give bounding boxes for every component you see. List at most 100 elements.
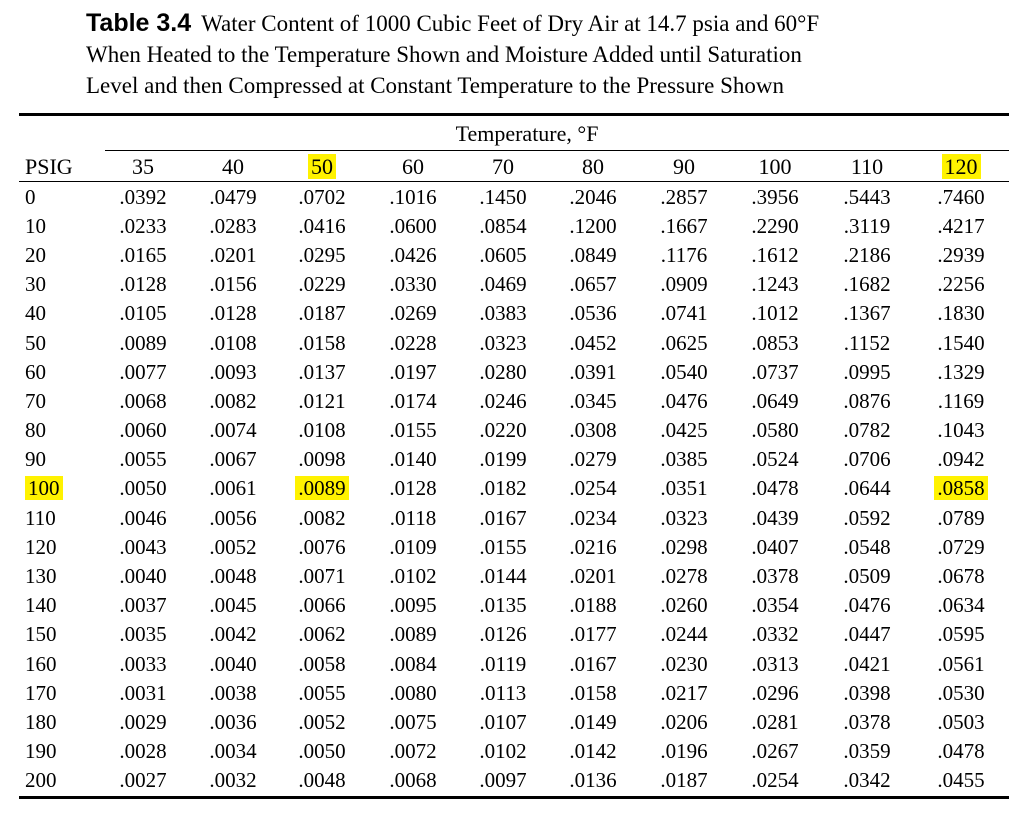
water-content-value: .0332 bbox=[751, 622, 799, 647]
water-content-value: .2857 bbox=[660, 184, 708, 209]
value-cell: .2046 bbox=[547, 182, 639, 212]
water-content-value: .0029 bbox=[119, 709, 167, 734]
water-content-value: .0042 bbox=[209, 622, 257, 647]
value-cell: .0548 bbox=[821, 532, 913, 561]
psig-value: 150 bbox=[25, 622, 57, 647]
value-cell: .0269 bbox=[367, 299, 459, 328]
water-content-value: .0342 bbox=[843, 768, 891, 793]
value-cell: .0254 bbox=[729, 766, 821, 795]
value-cell: .5443 bbox=[821, 182, 913, 212]
value-cell: .0447 bbox=[821, 620, 913, 649]
value-cell: .0196 bbox=[639, 737, 729, 766]
value-cell: .0102 bbox=[459, 737, 547, 766]
value-cell: .0040 bbox=[97, 561, 189, 590]
value-cell: .0118 bbox=[367, 503, 459, 532]
value-cell: .0046 bbox=[97, 503, 189, 532]
value-cell: .0853 bbox=[729, 328, 821, 357]
value-cell: .0136 bbox=[547, 766, 639, 795]
water-content-value: .0089 bbox=[389, 622, 437, 647]
value-cell: .0097 bbox=[459, 766, 547, 795]
column-header-label: 100 bbox=[758, 154, 792, 179]
value-cell: .0108 bbox=[189, 328, 277, 357]
water-content-value: .0074 bbox=[209, 418, 257, 443]
value-cell: .0140 bbox=[367, 445, 459, 474]
water-content-value: .0220 bbox=[479, 418, 527, 443]
value-cell: .0045 bbox=[189, 591, 277, 620]
value-cell: .0229 bbox=[277, 270, 367, 299]
value-cell: .1169 bbox=[913, 386, 1009, 415]
value-cell: .0126 bbox=[459, 620, 547, 649]
value-cell: .0469 bbox=[459, 270, 547, 299]
column-header-label: 60 bbox=[402, 154, 424, 179]
water-content-value: .0068 bbox=[119, 388, 167, 413]
value-cell: .1176 bbox=[639, 240, 729, 269]
water-content-value: .0040 bbox=[119, 564, 167, 589]
value-cell: .0052 bbox=[189, 532, 277, 561]
water-content-value: .0391 bbox=[569, 359, 617, 384]
value-cell: .0082 bbox=[277, 503, 367, 532]
value-cell: .0066 bbox=[277, 591, 367, 620]
water-content-value: .0540 bbox=[660, 359, 708, 384]
value-cell: .0308 bbox=[547, 416, 639, 445]
value-cell: .0600 bbox=[367, 211, 459, 240]
value-cell: .0605 bbox=[459, 240, 547, 269]
psig-value: 200 bbox=[25, 768, 57, 793]
value-cell: .0254 bbox=[547, 474, 639, 503]
water-content-value: .0031 bbox=[119, 680, 167, 705]
water-content-value: .0267 bbox=[751, 739, 799, 764]
psig-value: 160 bbox=[25, 651, 57, 676]
water-content-value: .0295 bbox=[298, 242, 346, 267]
water-content-value: .0034 bbox=[209, 739, 257, 764]
water-content-value: .0625 bbox=[660, 330, 708, 355]
value-cell: .0625 bbox=[639, 328, 729, 357]
table-row: 110 .0046 .0056 .0082 .0118 .0167 .0234 .0323 .0… bbox=[19, 503, 1009, 532]
water-content-value: .0093 bbox=[209, 359, 257, 384]
value-cell: .1016 bbox=[367, 182, 459, 212]
psig-value: 110 bbox=[25, 505, 56, 530]
water-content-value: .0421 bbox=[843, 651, 891, 676]
water-content-value: .0849 bbox=[569, 242, 617, 267]
value-cell: .2939 bbox=[913, 240, 1009, 269]
psig-value: 60 bbox=[25, 359, 46, 384]
water-content-value: .0476 bbox=[660, 388, 708, 413]
value-cell: .0782 bbox=[821, 416, 913, 445]
value-cell: .1152 bbox=[821, 328, 913, 357]
column-header-psig: PSIG bbox=[19, 153, 97, 182]
value-cell: .1367 bbox=[821, 299, 913, 328]
value-cell: .1450 bbox=[459, 182, 547, 212]
value-cell: .0595 bbox=[913, 620, 1009, 649]
table-header: PSIG 35 40 50 60 70 80 90 100 110 120 bbox=[19, 153, 1009, 182]
psig-value: 50 bbox=[25, 330, 46, 355]
column-header-label: 80 bbox=[582, 154, 604, 179]
column-header-temp-110: 110 bbox=[821, 153, 913, 182]
water-content-value: .1329 bbox=[937, 359, 985, 384]
water-content-value: .0254 bbox=[751, 768, 799, 793]
water-content-value: .0592 bbox=[843, 505, 891, 530]
water-content-value: .0144 bbox=[479, 564, 527, 589]
water-content-value: .0246 bbox=[479, 388, 527, 413]
value-cell: .0089 bbox=[277, 474, 367, 503]
value-cell: .0942 bbox=[913, 445, 1009, 474]
value-cell: .0260 bbox=[639, 591, 729, 620]
value-cell: .0062 bbox=[277, 620, 367, 649]
water-content-value: .0308 bbox=[569, 418, 617, 443]
water-content-value: .0323 bbox=[479, 330, 527, 355]
table-row: 100 .0050 .0061 .0089 .0128 .0182 .0254 .0351 .0… bbox=[19, 474, 1009, 503]
water-content-value: .0055 bbox=[119, 447, 167, 472]
water-content-value: .0038 bbox=[209, 680, 257, 705]
water-content-value: .5443 bbox=[843, 184, 891, 209]
value-cell: .0052 bbox=[277, 707, 367, 736]
water-content-value: .0137 bbox=[298, 359, 346, 384]
water-content-value: .0478 bbox=[751, 476, 799, 501]
water-content-value: .0452 bbox=[569, 330, 617, 355]
water-content-value: .0037 bbox=[119, 593, 167, 618]
water-content-value: .0126 bbox=[479, 622, 527, 647]
psig-value: 30 bbox=[25, 272, 46, 297]
value-cell: .0187 bbox=[277, 299, 367, 328]
value-cell: .0156 bbox=[189, 270, 277, 299]
column-header-temp-70: 70 bbox=[459, 153, 547, 182]
bottom-rule bbox=[19, 796, 1009, 799]
value-cell: .0028 bbox=[97, 737, 189, 766]
water-content-value: .2256 bbox=[937, 272, 985, 297]
value-cell: .2256 bbox=[913, 270, 1009, 299]
